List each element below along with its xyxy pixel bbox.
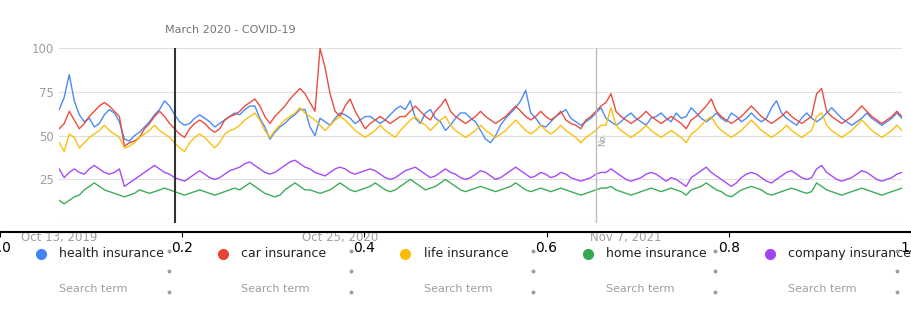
Text: Search term: Search term [241, 284, 310, 294]
Text: life insurance: life insurance [424, 247, 508, 260]
Text: Search term: Search term [59, 284, 128, 294]
Text: Search term: Search term [788, 284, 856, 294]
Text: No.: No. [599, 132, 608, 146]
Text: car insurance: car insurance [241, 247, 326, 260]
Text: home insurance: home insurance [606, 247, 706, 260]
Text: Search term: Search term [606, 284, 674, 294]
Text: Search term: Search term [424, 284, 492, 294]
Text: March 2020 - COVID-19: March 2020 - COVID-19 [166, 25, 296, 35]
Text: company insurance: company insurance [788, 247, 911, 260]
Text: health insurance: health insurance [59, 247, 164, 260]
